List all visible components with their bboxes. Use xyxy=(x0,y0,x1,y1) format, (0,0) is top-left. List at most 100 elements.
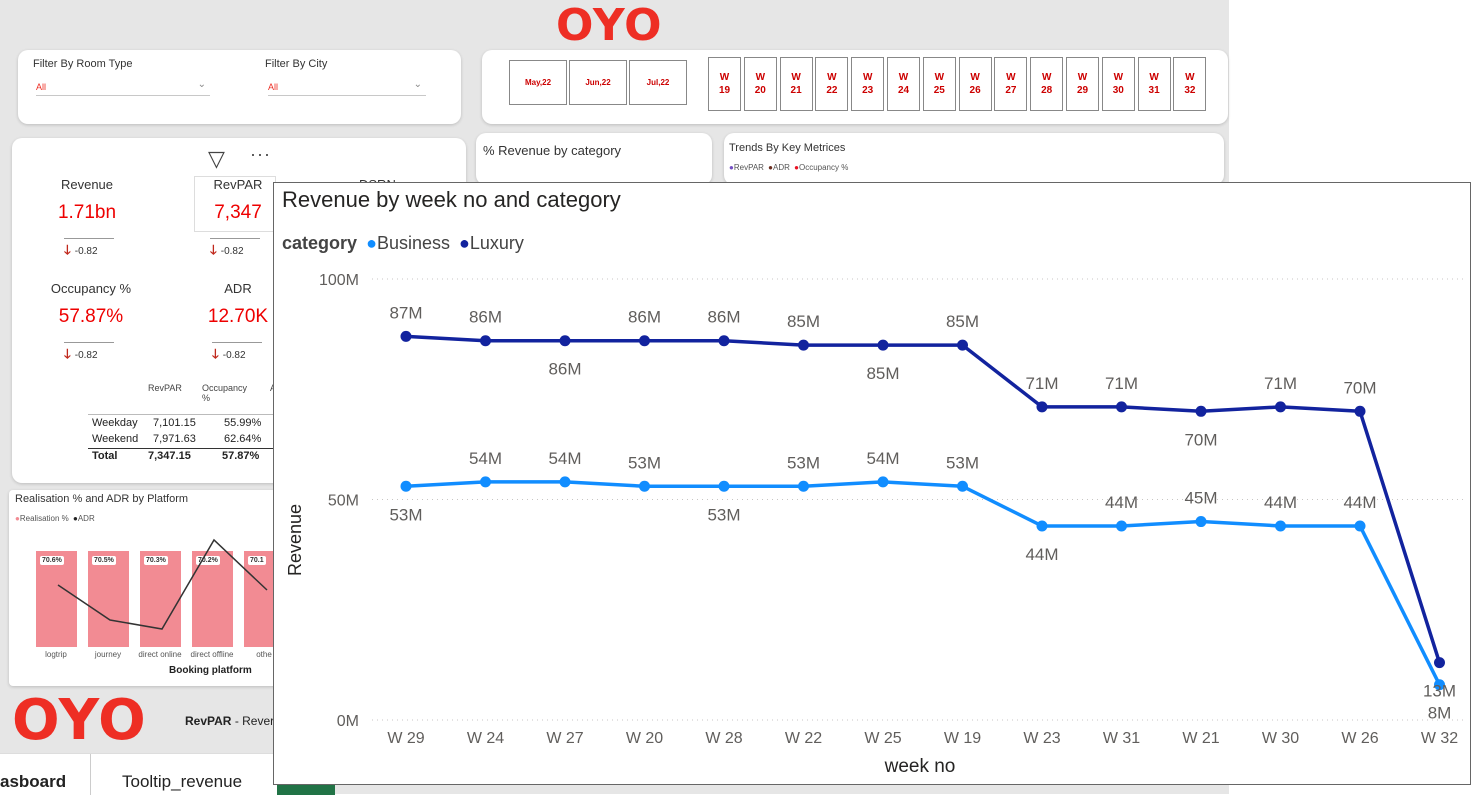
realisation-bar[interactable] xyxy=(140,551,181,647)
x-tick-label: W 21 xyxy=(1182,730,1219,747)
week-button[interactable]: W 27 xyxy=(994,57,1028,111)
data-label: 44M xyxy=(1264,493,1297,512)
bar-data-label: 70.1 xyxy=(248,556,266,565)
data-label: 70M xyxy=(1184,430,1217,449)
data-label: 8M xyxy=(1428,704,1452,723)
data-label: 53M xyxy=(946,453,979,472)
tab-divider xyxy=(90,754,91,795)
platform-tick-label: direct offline xyxy=(190,650,234,659)
platform-tick-label: direct online xyxy=(138,650,182,659)
x-tick-label: W 27 xyxy=(546,730,583,747)
data-point xyxy=(1354,520,1366,532)
data-point xyxy=(480,476,491,488)
legend-title: category xyxy=(282,233,358,253)
line-chart: 0M 50M 100M Revenue W 29 W 24 W 27 W 20 W 28 W 22… xyxy=(285,272,1464,777)
data-point xyxy=(1036,520,1048,532)
data-point xyxy=(1036,401,1048,413)
more-options-icon[interactable]: ··· xyxy=(250,144,271,164)
city-filter-label: Filter By City xyxy=(265,58,328,70)
arrow-down-icon: 🡓 xyxy=(64,346,71,361)
revpar-label: RevPAR xyxy=(213,177,263,192)
week-button[interactable]: W 23 xyxy=(851,57,885,111)
chart-title: Revenue by week no and category xyxy=(282,187,621,212)
x-tick-label: W 24 xyxy=(467,730,504,747)
table-row-weekday-occ: 55.99% xyxy=(224,417,262,429)
week-button[interactable]: W 19 xyxy=(708,57,741,111)
y-tick-label: 50M xyxy=(328,493,359,510)
tab-tooltip-revenue[interactable]: Tooltip_revenue xyxy=(122,772,243,791)
platform-tick-label: logtrip xyxy=(45,650,67,659)
realisation-bar[interactable] xyxy=(88,551,129,647)
tab-dashboard[interactable]: asboard xyxy=(0,772,67,791)
legend-dot-icon: ● xyxy=(15,514,20,523)
data-point xyxy=(1116,520,1127,532)
y-axis-label: Revenue xyxy=(285,504,305,576)
revpar-value: 7,347 xyxy=(214,202,262,223)
series-line-business xyxy=(405,480,1442,686)
data-point xyxy=(400,330,412,342)
table-row-weekend-label: Weekend xyxy=(92,433,139,445)
month-button[interactable]: Jul,22 xyxy=(629,60,687,105)
room-type-dropdown[interactable]: All ⌄ xyxy=(36,78,210,96)
data-point xyxy=(480,335,491,347)
legend-business: Business xyxy=(376,233,450,253)
data-label: 54M xyxy=(548,449,581,468)
month-button[interactable]: May,22 xyxy=(509,60,567,105)
bar-data-label: 70.6% xyxy=(40,556,64,565)
week-button[interactable]: W 20 xyxy=(743,57,777,111)
data-point xyxy=(1434,679,1445,691)
data-point xyxy=(1195,516,1207,528)
data-point xyxy=(718,480,730,492)
filter-icon[interactable]: ▽ xyxy=(208,146,225,171)
tooltip-chart-panel: Revenue by week no and category category… xyxy=(273,182,1471,785)
x-tick-label: W 32 xyxy=(1421,730,1458,747)
week-button[interactable]: W 24 xyxy=(887,57,920,111)
realisation-title: Realisation % and ADR by Platform xyxy=(15,493,189,505)
realisation-card: Realisation % and ADR by Platform ●Reali… xyxy=(9,490,285,686)
week-button[interactable]: W 28 xyxy=(1030,57,1064,111)
month-button[interactable]: Jun,22 xyxy=(569,60,627,105)
legend-luxury: Luxury xyxy=(469,233,524,253)
platform-tick-label: othe xyxy=(256,650,272,659)
data-point xyxy=(639,480,650,492)
data-point xyxy=(1195,405,1207,417)
week-button[interactable]: W 22 xyxy=(815,57,849,111)
oyo-logo-top: OYO xyxy=(556,0,663,51)
series-line-luxury xyxy=(405,334,1442,664)
revenue-value: 1.71bn xyxy=(57,202,117,223)
adr-label: ADR xyxy=(224,281,252,296)
table-header-revpar: RevPAR xyxy=(148,383,182,393)
week-button[interactable]: W 21 xyxy=(779,57,813,111)
data-label: 44M xyxy=(1343,493,1376,512)
data-label: 71M xyxy=(1105,374,1138,393)
week-button[interactable]: W 26 xyxy=(958,57,992,111)
table-header-occupancy: Occupancy % xyxy=(202,383,248,403)
week-button[interactable]: W 30 xyxy=(1101,57,1135,111)
legend-dot-icon: ● xyxy=(794,163,799,172)
week-button[interactable]: W 29 xyxy=(1066,57,1099,111)
data-label: 53M xyxy=(787,453,820,472)
data-label: 86M xyxy=(707,308,740,327)
week-button[interactable]: W 25 xyxy=(922,57,956,111)
data-label: 85M xyxy=(946,312,979,331)
data-label: 85M xyxy=(866,364,899,383)
legend-dot-icon: ● xyxy=(73,514,78,523)
realisation-legend: ●Realisation % ●ADR xyxy=(15,514,95,523)
data-label: 54M xyxy=(866,449,899,468)
realisation-bar[interactable] xyxy=(36,551,77,647)
data-label: 53M xyxy=(628,453,661,472)
chevron-down-icon: ⌄ xyxy=(413,79,422,90)
legend-dot-icon: ● xyxy=(768,163,774,172)
occupancy-value: 57.87% xyxy=(58,306,124,327)
legend-dot-icon: ● xyxy=(366,233,377,253)
arrow-down-icon: 🡓 xyxy=(210,242,217,257)
revenue-label: Revenue xyxy=(60,177,114,192)
table-total-divider xyxy=(88,448,274,449)
occupancy-delta: 🡓 -0.82 xyxy=(64,342,114,367)
week-button[interactable]: W 32 xyxy=(1173,57,1207,111)
data-label: 44M xyxy=(1025,545,1058,564)
x-tick-label: W 22 xyxy=(785,730,822,747)
week-button[interactable]: W 31 xyxy=(1137,57,1171,111)
chevron-down-icon: ⌄ xyxy=(197,79,206,90)
city-dropdown[interactable]: All ⌄ xyxy=(268,78,426,96)
